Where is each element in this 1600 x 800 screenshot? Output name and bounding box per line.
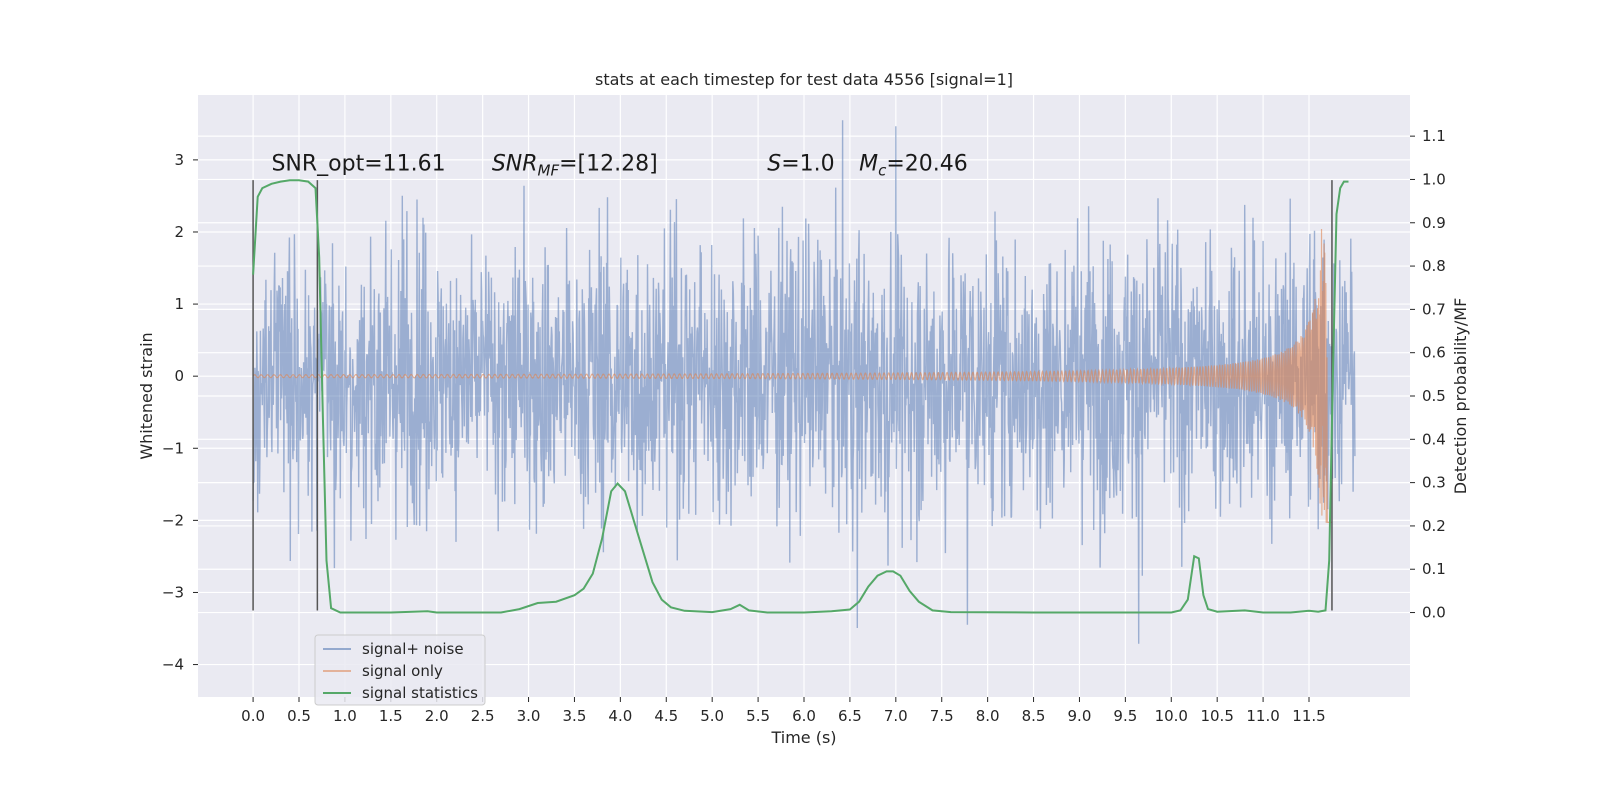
x-tick-label: 8.5 xyxy=(1022,707,1046,725)
y2-tick-label: 0.0 xyxy=(1422,604,1446,622)
x-tick-label: 7.0 xyxy=(884,707,908,725)
legend-box xyxy=(314,634,486,706)
x-tick-label: 4.0 xyxy=(608,707,632,725)
statistics-line xyxy=(252,179,1349,614)
annotation-part: S xyxy=(767,152,781,177)
y2-tick-label: 0.1 xyxy=(1422,560,1446,578)
x-tick-label: 0.5 xyxy=(287,707,311,725)
annotation-part: M xyxy=(859,152,878,177)
x-tick-label: 4.5 xyxy=(654,707,678,725)
x-tick-label: 3.0 xyxy=(517,707,541,725)
x-tick-label: 9.0 xyxy=(1068,707,1092,725)
y2-tick-label: 1.0 xyxy=(1422,170,1446,188)
y-tick-label: 1 xyxy=(174,295,184,313)
y-axis-ticks: −4 −3 −2 −1 0 1 2 3 xyxy=(162,151,198,674)
signal-statistics-series xyxy=(252,179,1349,614)
y-tick-label: −3 xyxy=(162,583,184,601)
x-tick-label: 11.0 xyxy=(1246,707,1279,725)
x-axis-title: Time (s) xyxy=(770,728,836,747)
signal-only-series xyxy=(252,228,1332,523)
x-tick-label: 8.0 xyxy=(976,707,1000,725)
x-tick-label: 11.5 xyxy=(1292,707,1325,725)
x-tick-label: 5.5 xyxy=(746,707,770,725)
y-tick-label: −1 xyxy=(162,439,184,457)
annotation-part: c xyxy=(878,162,887,180)
annotations: SNR_opt=11.61 SNRMF=[12.28] S=1.0 Mc=20.46 xyxy=(271,152,967,180)
x-tick-label: 7.5 xyxy=(930,707,954,725)
y-tick-label: −4 xyxy=(162,656,184,674)
y-tick-label: 2 xyxy=(174,223,184,241)
x-tick-label: 10.5 xyxy=(1200,707,1233,725)
annotation-part: SNR xyxy=(492,152,538,177)
legend-label: signal statistics xyxy=(362,684,478,702)
x-tick-label: 5.0 xyxy=(700,707,724,725)
y-tick-label: 3 xyxy=(174,151,184,169)
annotation-part: SNR_opt=11.61 xyxy=(271,152,445,177)
annotation-part: =20.46 xyxy=(886,152,967,177)
x-tick-label: 1.0 xyxy=(333,707,357,725)
y2-axis-title: Detection probability/MF xyxy=(1451,298,1470,495)
x-tick-label: 9.5 xyxy=(1113,707,1137,725)
legend-label: signal+ noise xyxy=(362,640,464,658)
y2-tick-label: 0.7 xyxy=(1422,300,1446,318)
y2-tick-label: 0.2 xyxy=(1422,517,1446,535)
x-tick-label: 1.5 xyxy=(379,707,403,725)
y2-tick-label: 1.1 xyxy=(1422,127,1446,145)
y2-tick-label: 0.6 xyxy=(1422,344,1446,362)
y2-tick-label: 0.8 xyxy=(1422,257,1446,275)
legend-label: signal only xyxy=(362,662,443,680)
y-tick-label: 0 xyxy=(174,367,184,385)
x-axis-ticks: 0.0 0.5 1.0 1.5 2.0 2.5 3.0 3.5 4.0 4.5 5.0 5.5 6.0 6… xyxy=(241,697,1326,725)
annotation-part: =[12.28] xyxy=(559,152,658,177)
annotation-text: Mc=20.46 xyxy=(859,152,968,180)
annotation-part: MF xyxy=(538,162,560,180)
x-tick-label: 0.0 xyxy=(241,707,265,725)
annotation-text: S=1.0 xyxy=(767,152,834,177)
x-tick-label: 3.5 xyxy=(563,707,587,725)
x-tick-label: 2.5 xyxy=(471,707,495,725)
y2-axis-ticks: 0.0 0.1 0.2 0.3 0.4 0.5 0.6 0.7 0.8 0.9 1.0 1.1 xyxy=(1410,127,1446,622)
y-axis-title: Whitened strain xyxy=(137,332,156,459)
annotation-part: =1.0 xyxy=(781,152,834,177)
x-tick-label: 2.0 xyxy=(425,707,449,725)
y2-tick-label: 0.4 xyxy=(1422,430,1446,448)
x-tick-label: 6.5 xyxy=(838,707,862,725)
x-tick-label: 10.0 xyxy=(1155,707,1188,725)
annotation-text: SNR_opt=11.61 xyxy=(271,152,445,177)
y2-tick-label: 0.3 xyxy=(1422,474,1446,492)
legend: signal+ noise signal only signal statistic… xyxy=(314,634,486,706)
chirp-trace xyxy=(252,228,1332,523)
y2-tick-label: 0.5 xyxy=(1422,387,1446,405)
x-tick-label: 6.0 xyxy=(792,707,816,725)
y2-tick-label: 0.9 xyxy=(1422,214,1446,232)
y-tick-label: −2 xyxy=(162,511,184,529)
chart-title: stats at each timestep for test data 455… xyxy=(595,70,1013,89)
annotation-text: SNRMF=[12.28] xyxy=(492,152,658,180)
